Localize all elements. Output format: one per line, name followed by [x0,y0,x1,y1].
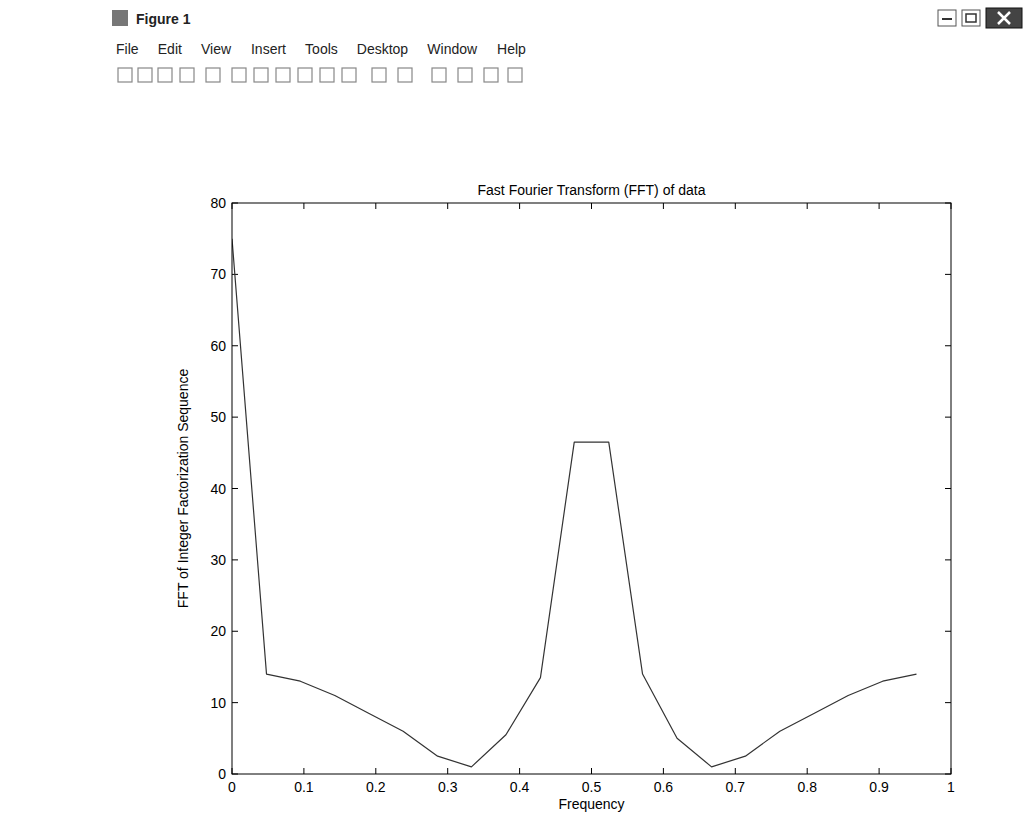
x-tick-label: 0.9 [869,779,889,795]
toolbar-button[interactable] [180,68,194,82]
menu-item[interactable]: Help [497,41,526,57]
window-icon [112,10,128,26]
tick-mark [232,488,238,489]
y-tick-label: 0 [218,766,226,782]
tick-mark [303,203,304,209]
tick-mark [663,203,664,209]
toolbar-button[interactable] [342,68,356,82]
x-tick-label: 0.1 [294,779,314,795]
x-axis-title: Frequency [558,796,624,812]
toolbar-button[interactable] [206,68,220,82]
tick-mark [945,559,951,560]
toolbar-button[interactable] [254,68,268,82]
toolbar-button[interactable] [372,68,386,82]
x-tick-label: 0 [228,779,236,795]
menu-item[interactable]: Window [427,41,478,57]
x-tick-label: 0.5 [582,779,602,795]
toolbar-button[interactable] [432,68,446,82]
toolbar-button[interactable] [508,68,522,82]
tick-mark [232,702,238,703]
menu-item[interactable]: Insert [251,41,286,57]
tick-mark [232,559,238,560]
tick-mark [303,768,304,774]
tick-mark [945,274,951,275]
menu-item[interactable]: Desktop [357,41,409,57]
window-title: Figure 1 [136,11,191,27]
close-button[interactable] [986,8,1022,28]
tick-mark [663,768,664,774]
y-tick-label: 40 [210,481,226,497]
toolbar-button[interactable] [232,68,246,82]
background [0,0,1031,816]
data-group [232,239,916,767]
tick-mark [375,203,376,209]
toolbar-button[interactable] [158,68,172,82]
window-controls [938,8,1022,28]
tick-mark [735,203,736,209]
tick-mark [945,488,951,489]
x-tick-label: 0.7 [726,779,746,795]
axes-frame [232,203,951,774]
toolbar-button[interactable] [320,68,334,82]
chart-title: Fast Fourier Transform (FFT) of data [478,182,706,198]
figure-window: Figure 1 File Edit View Insert Tools Desktop Wi… [0,0,1031,816]
minimize-button[interactable] [938,10,956,26]
y-tick-label: 30 [210,552,226,568]
toolbar-button[interactable] [298,68,312,82]
x-tick-label: 0.8 [797,779,817,795]
tick-mark [807,768,808,774]
tick-mark [519,768,520,774]
tick-mark [807,203,808,209]
toolbar-button[interactable] [484,68,498,82]
x-tick-label: 0.3 [438,779,458,795]
y-tick-label: 70 [210,266,226,282]
minimize-icon [942,18,952,20]
tick-mark [232,417,238,418]
tick-mark [591,203,592,209]
maximize-icon [966,14,976,22]
toolbar-button[interactable] [458,68,472,82]
plot-area [232,203,951,774]
axes: 00.10.20.30.40.50.60.70.80.9101020304050… [210,195,955,795]
tick-mark [945,345,951,346]
menu-item[interactable]: View [201,41,232,57]
tick-mark [232,345,238,346]
y-tick-label: 10 [210,695,226,711]
tick-mark [447,203,448,209]
toolbar-button[interactable] [118,68,132,82]
tick-mark [447,768,448,774]
toolbar-button[interactable] [398,68,412,82]
tick-mark [945,417,951,418]
toolbar-button[interactable] [138,68,152,82]
y-tick-label: 80 [210,195,226,211]
y-axis-title: FFT of Integer Factorization Sequence [175,369,191,609]
tick-mark [232,631,238,632]
x-tick-label: 0.4 [510,779,530,795]
tick-mark [879,203,880,209]
menu-item[interactable]: File [116,41,139,57]
tick-mark [375,768,376,774]
y-tick-label: 20 [210,623,226,639]
tick-mark [879,768,880,774]
close-icon [998,12,1010,24]
x-tick-label: 0.6 [654,779,674,795]
x-tick-label: 1 [947,779,955,795]
y-tick-label: 60 [210,338,226,354]
tick-mark [591,768,592,774]
toolbar-button[interactable] [276,68,290,82]
tick-mark [735,768,736,774]
toolbar [118,68,522,82]
menu-item[interactable]: Edit [158,41,182,57]
tick-mark [945,702,951,703]
menu-item[interactable]: Tools [305,41,338,57]
tick-mark [519,203,520,209]
x-tick-label: 0.2 [366,779,386,795]
maximize-button[interactable] [962,10,980,26]
tick-mark [945,631,951,632]
data-line [232,239,916,767]
y-tick-label: 50 [210,409,226,425]
